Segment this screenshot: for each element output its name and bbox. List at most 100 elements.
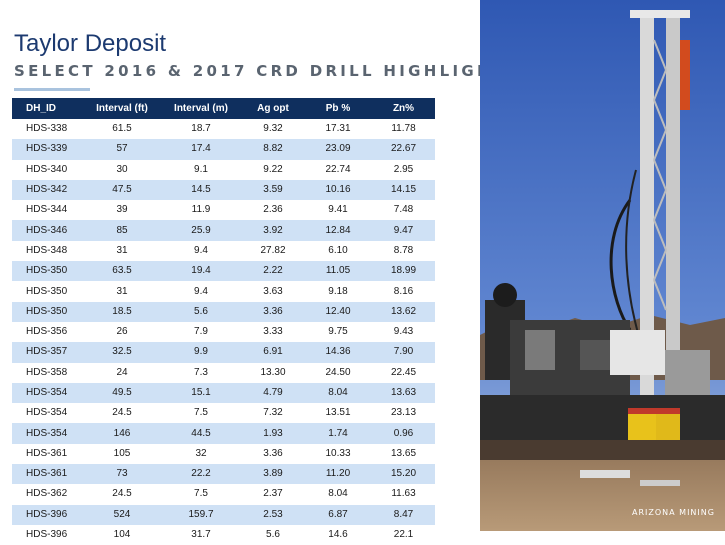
- table-cell: HDS-396: [12, 504, 84, 525]
- table-cell: 7.5: [160, 484, 242, 505]
- table-cell: HDS-358: [12, 362, 84, 383]
- table-cell: HDS-339: [12, 139, 84, 160]
- table-cell: 57: [84, 139, 160, 160]
- table-row: HDS-361 105 32 3.36 10.33 13.65: [12, 443, 435, 465]
- table-cell: HDS-396: [12, 524, 84, 545]
- table-cell: 0.96: [372, 423, 435, 444]
- table-cell: 159.7: [160, 504, 242, 525]
- table-cell: HDS-350: [12, 301, 84, 322]
- table-cell: 6.91: [242, 342, 304, 363]
- table-cell: 11.05: [304, 261, 372, 282]
- table-cell: 17.31: [304, 119, 372, 140]
- table-cell: 13.63: [372, 382, 435, 404]
- table-cell: 105: [84, 443, 160, 465]
- table-cell: HDS-361: [12, 443, 84, 465]
- table-cell: 524: [84, 504, 160, 525]
- table-row: HDS-339 57 17.4 8.82 23.09 22.67: [12, 139, 435, 160]
- table-cell: 18.7: [160, 119, 242, 140]
- table-cell: 9.9: [160, 342, 242, 363]
- table-cell: 15.20: [372, 464, 435, 485]
- slide-title: Taylor Deposit: [14, 30, 167, 57]
- table-cell: HDS-361: [12, 464, 84, 485]
- company-logo: ARIZONA MINING: [632, 508, 715, 517]
- table-cell: 3.36: [242, 443, 304, 465]
- table-cell: HDS-362: [12, 484, 84, 505]
- table-header-row: DH_ID Interval (ft) Interval (m) Ag opt …: [12, 98, 435, 119]
- table-row: HDS-348 31 9.4 27.82 6.10 8.78: [12, 240, 435, 262]
- table-cell: 9.47: [372, 220, 435, 241]
- table-cell: 47.5: [84, 179, 160, 201]
- table-cell: 8.16: [372, 281, 435, 302]
- drill-rig-photo: [480, 0, 725, 531]
- table-cell: 14.36: [304, 342, 372, 363]
- table-cell: 44.5: [160, 423, 242, 444]
- table-cell: 27.82: [242, 240, 304, 262]
- header-interval-ft: Interval (ft): [84, 98, 160, 119]
- table-cell: 146: [84, 423, 160, 444]
- table-cell: 17.4: [160, 139, 242, 160]
- table-cell: 11.20: [304, 464, 372, 485]
- table-cell: 32: [160, 443, 242, 465]
- table-cell: 32.5: [84, 342, 160, 363]
- table-cell: HDS-354: [12, 403, 84, 424]
- table-cell: HDS-342: [12, 179, 84, 201]
- table-row: HDS-358 24 7.3 13.30 24.50 22.45: [12, 362, 435, 383]
- table-cell: 7.5: [160, 403, 242, 424]
- table-cell: 1.74: [304, 423, 372, 444]
- table-cell: 7.3: [160, 362, 242, 383]
- drill-highlights-table: DH_ID Interval (ft) Interval (m) Ag opt …: [12, 98, 435, 545]
- title-underline: [14, 88, 90, 91]
- table-cell: 13.65: [372, 443, 435, 465]
- table-cell: 9.41: [304, 200, 372, 221]
- header-ag-opt: Ag opt: [242, 98, 304, 119]
- table-cell: 19.4: [160, 261, 242, 282]
- table-cell: 31: [84, 281, 160, 302]
- slide-subtitle: SELECT 2016 & 2017 CRD DRILL HIGHLIGHTS: [14, 62, 521, 80]
- table-cell: 8.04: [304, 484, 372, 505]
- table-cell: 22.74: [304, 159, 372, 180]
- header-zn-pct: Zn%: [372, 98, 435, 119]
- table-cell: 12.40: [304, 301, 372, 322]
- table-cell: HDS-340: [12, 159, 84, 180]
- table-cell: 14.6: [304, 524, 372, 545]
- table-cell: 3.92: [242, 220, 304, 241]
- table-cell: 3.59: [242, 179, 304, 201]
- table-cell: 26: [84, 321, 160, 343]
- table-cell: HDS-350: [12, 281, 84, 302]
- table-row: HDS-354 146 44.5 1.93 1.74 0.96: [12, 423, 435, 444]
- table-cell: 2.36: [242, 200, 304, 221]
- table-cell: 9.18: [304, 281, 372, 302]
- table-body: HDS-338 61.5 18.7 9.32 17.31 11.78 HDS-339 57 17…: [12, 119, 435, 545]
- table-cell: 5.6: [160, 301, 242, 322]
- table-cell: 23.13: [372, 403, 435, 424]
- table-cell: 24.5: [84, 484, 160, 505]
- table-cell: 7.9: [160, 321, 242, 343]
- table-row: HDS-350 18.5 5.6 3.36 12.40 13.62: [12, 301, 435, 322]
- table-row: HDS-344 39 11.9 2.36 9.41 7.48: [12, 200, 435, 221]
- table-cell: 25.9: [160, 220, 242, 241]
- table-cell: 49.5: [84, 382, 160, 404]
- table-cell: 24: [84, 362, 160, 383]
- table-cell: 30: [84, 159, 160, 180]
- table-cell: 9.75: [304, 321, 372, 343]
- table-cell: 24.50: [304, 362, 372, 383]
- header-dh-id: DH_ID: [12, 98, 84, 119]
- table-cell: 2.95: [372, 159, 435, 180]
- table-cell: 2.22: [242, 261, 304, 282]
- table-row: HDS-362 24.5 7.5 2.37 8.04 11.63: [12, 484, 435, 505]
- table-row: HDS-340 30 9.1 9.22 22.74 2.95: [12, 159, 435, 180]
- table-row: HDS-346 85 25.9 3.92 12.84 9.47: [12, 220, 435, 241]
- table-cell: 3.63: [242, 281, 304, 302]
- table-cell: 3.89: [242, 464, 304, 485]
- table-cell: 10.33: [304, 443, 372, 465]
- table-row: HDS-350 63.5 19.4 2.22 11.05 18.99: [12, 261, 435, 282]
- table-cell: 7.90: [372, 342, 435, 363]
- table-cell: 9.4: [160, 240, 242, 262]
- table-cell: 18.99: [372, 261, 435, 282]
- table-cell: 39: [84, 200, 160, 221]
- table-cell: 9.4: [160, 281, 242, 302]
- table-cell: HDS-356: [12, 321, 84, 343]
- table-cell: 22.2: [160, 464, 242, 485]
- table-cell: 85: [84, 220, 160, 241]
- table-cell: 8.82: [242, 139, 304, 160]
